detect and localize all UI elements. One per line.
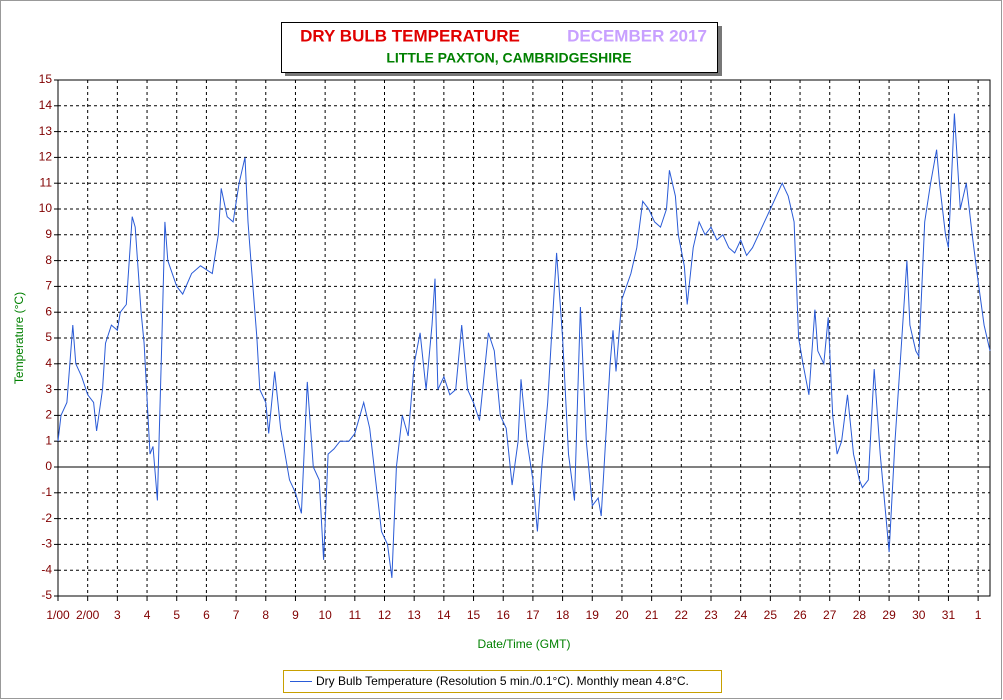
y-tick-label: -5 xyxy=(41,588,52,602)
y-tick-label: 3 xyxy=(45,382,52,396)
y-tick-label: 7 xyxy=(45,279,52,293)
x-tick-label: 10 xyxy=(318,608,332,622)
x-tick-label: 5 xyxy=(173,608,180,622)
x-tick-label: 7 xyxy=(233,608,240,622)
x-tick-label: 13 xyxy=(407,608,421,622)
x-tick-label: 15 xyxy=(467,608,481,622)
y-tick-label: 15 xyxy=(39,72,53,86)
x-tick-label: 3 xyxy=(114,608,121,622)
chart-period: DECEMBER 2017 xyxy=(567,26,707,45)
legend-label: Dry Bulb Temperature (Resolution 5 min./… xyxy=(316,674,689,688)
y-tick-label: 12 xyxy=(39,150,53,164)
x-tick-label: 1 xyxy=(975,608,982,622)
title-box xyxy=(281,22,718,73)
plot-border xyxy=(57,79,991,597)
x-tick-label: 8 xyxy=(262,608,269,622)
y-tick-label: 11 xyxy=(40,175,53,189)
y-tick-label: 5 xyxy=(45,330,52,344)
x-tick-label: 2/00 xyxy=(76,608,100,622)
y-tick-label: -2 xyxy=(41,511,52,525)
y-tick-label: -1 xyxy=(41,485,52,499)
x-tick-label: 12 xyxy=(378,608,392,622)
y-tick-label: 0 xyxy=(45,459,52,473)
x-tick-label: 14 xyxy=(437,608,451,622)
x-tick-label: 25 xyxy=(764,608,778,622)
x-axis-label: Date/Time (GMT) xyxy=(478,637,571,651)
y-tick-label: 13 xyxy=(39,124,53,138)
x-tick-label: 26 xyxy=(793,608,807,622)
x-tick-label: 16 xyxy=(497,608,511,622)
legend-box xyxy=(283,670,722,693)
y-tick-label: 10 xyxy=(39,201,53,215)
y-tick-label: -4 xyxy=(41,562,52,576)
x-tick-label: 4 xyxy=(144,608,151,622)
x-tick-label: 6 xyxy=(203,608,210,622)
y-tick-label: 14 xyxy=(39,98,53,112)
x-tick-label: 11 xyxy=(349,608,362,622)
x-tick-label: 28 xyxy=(853,608,867,622)
x-tick-label: 9 xyxy=(292,608,299,622)
x-tick-label: 23 xyxy=(704,608,718,622)
y-tick-label: -3 xyxy=(41,537,52,551)
x-tick-label: 21 xyxy=(645,608,659,622)
x-tick-label: 19 xyxy=(586,608,600,622)
y-tick-label: 1 xyxy=(45,433,52,447)
x-tick-label: 17 xyxy=(526,608,540,622)
y-axis-label: Temperature (°C) xyxy=(12,292,26,384)
x-tick-label: 29 xyxy=(882,608,896,622)
x-tick-label: 31 xyxy=(942,608,956,622)
y-tick-label: 6 xyxy=(45,304,52,318)
y-tick-label: 2 xyxy=(45,408,52,422)
chart-title: DRY BULB TEMPERATURE xyxy=(300,26,520,45)
x-tick-label: 20 xyxy=(615,608,629,622)
x-tick-label: 1/00 xyxy=(46,608,70,622)
x-tick-label: 27 xyxy=(823,608,837,622)
y-tick-label: 4 xyxy=(45,356,52,370)
x-tick-label: 18 xyxy=(556,608,570,622)
temperature-line xyxy=(57,113,991,578)
x-tick-label: 24 xyxy=(734,608,748,622)
x-tick-label: 30 xyxy=(912,608,926,622)
x-tick-label: 22 xyxy=(675,608,689,622)
chart-subtitle: LITTLE PAXTON, CAMBRIDGESHIRE xyxy=(386,50,631,66)
y-tick-label: 8 xyxy=(45,253,52,267)
y-tick-label: 9 xyxy=(45,227,52,241)
